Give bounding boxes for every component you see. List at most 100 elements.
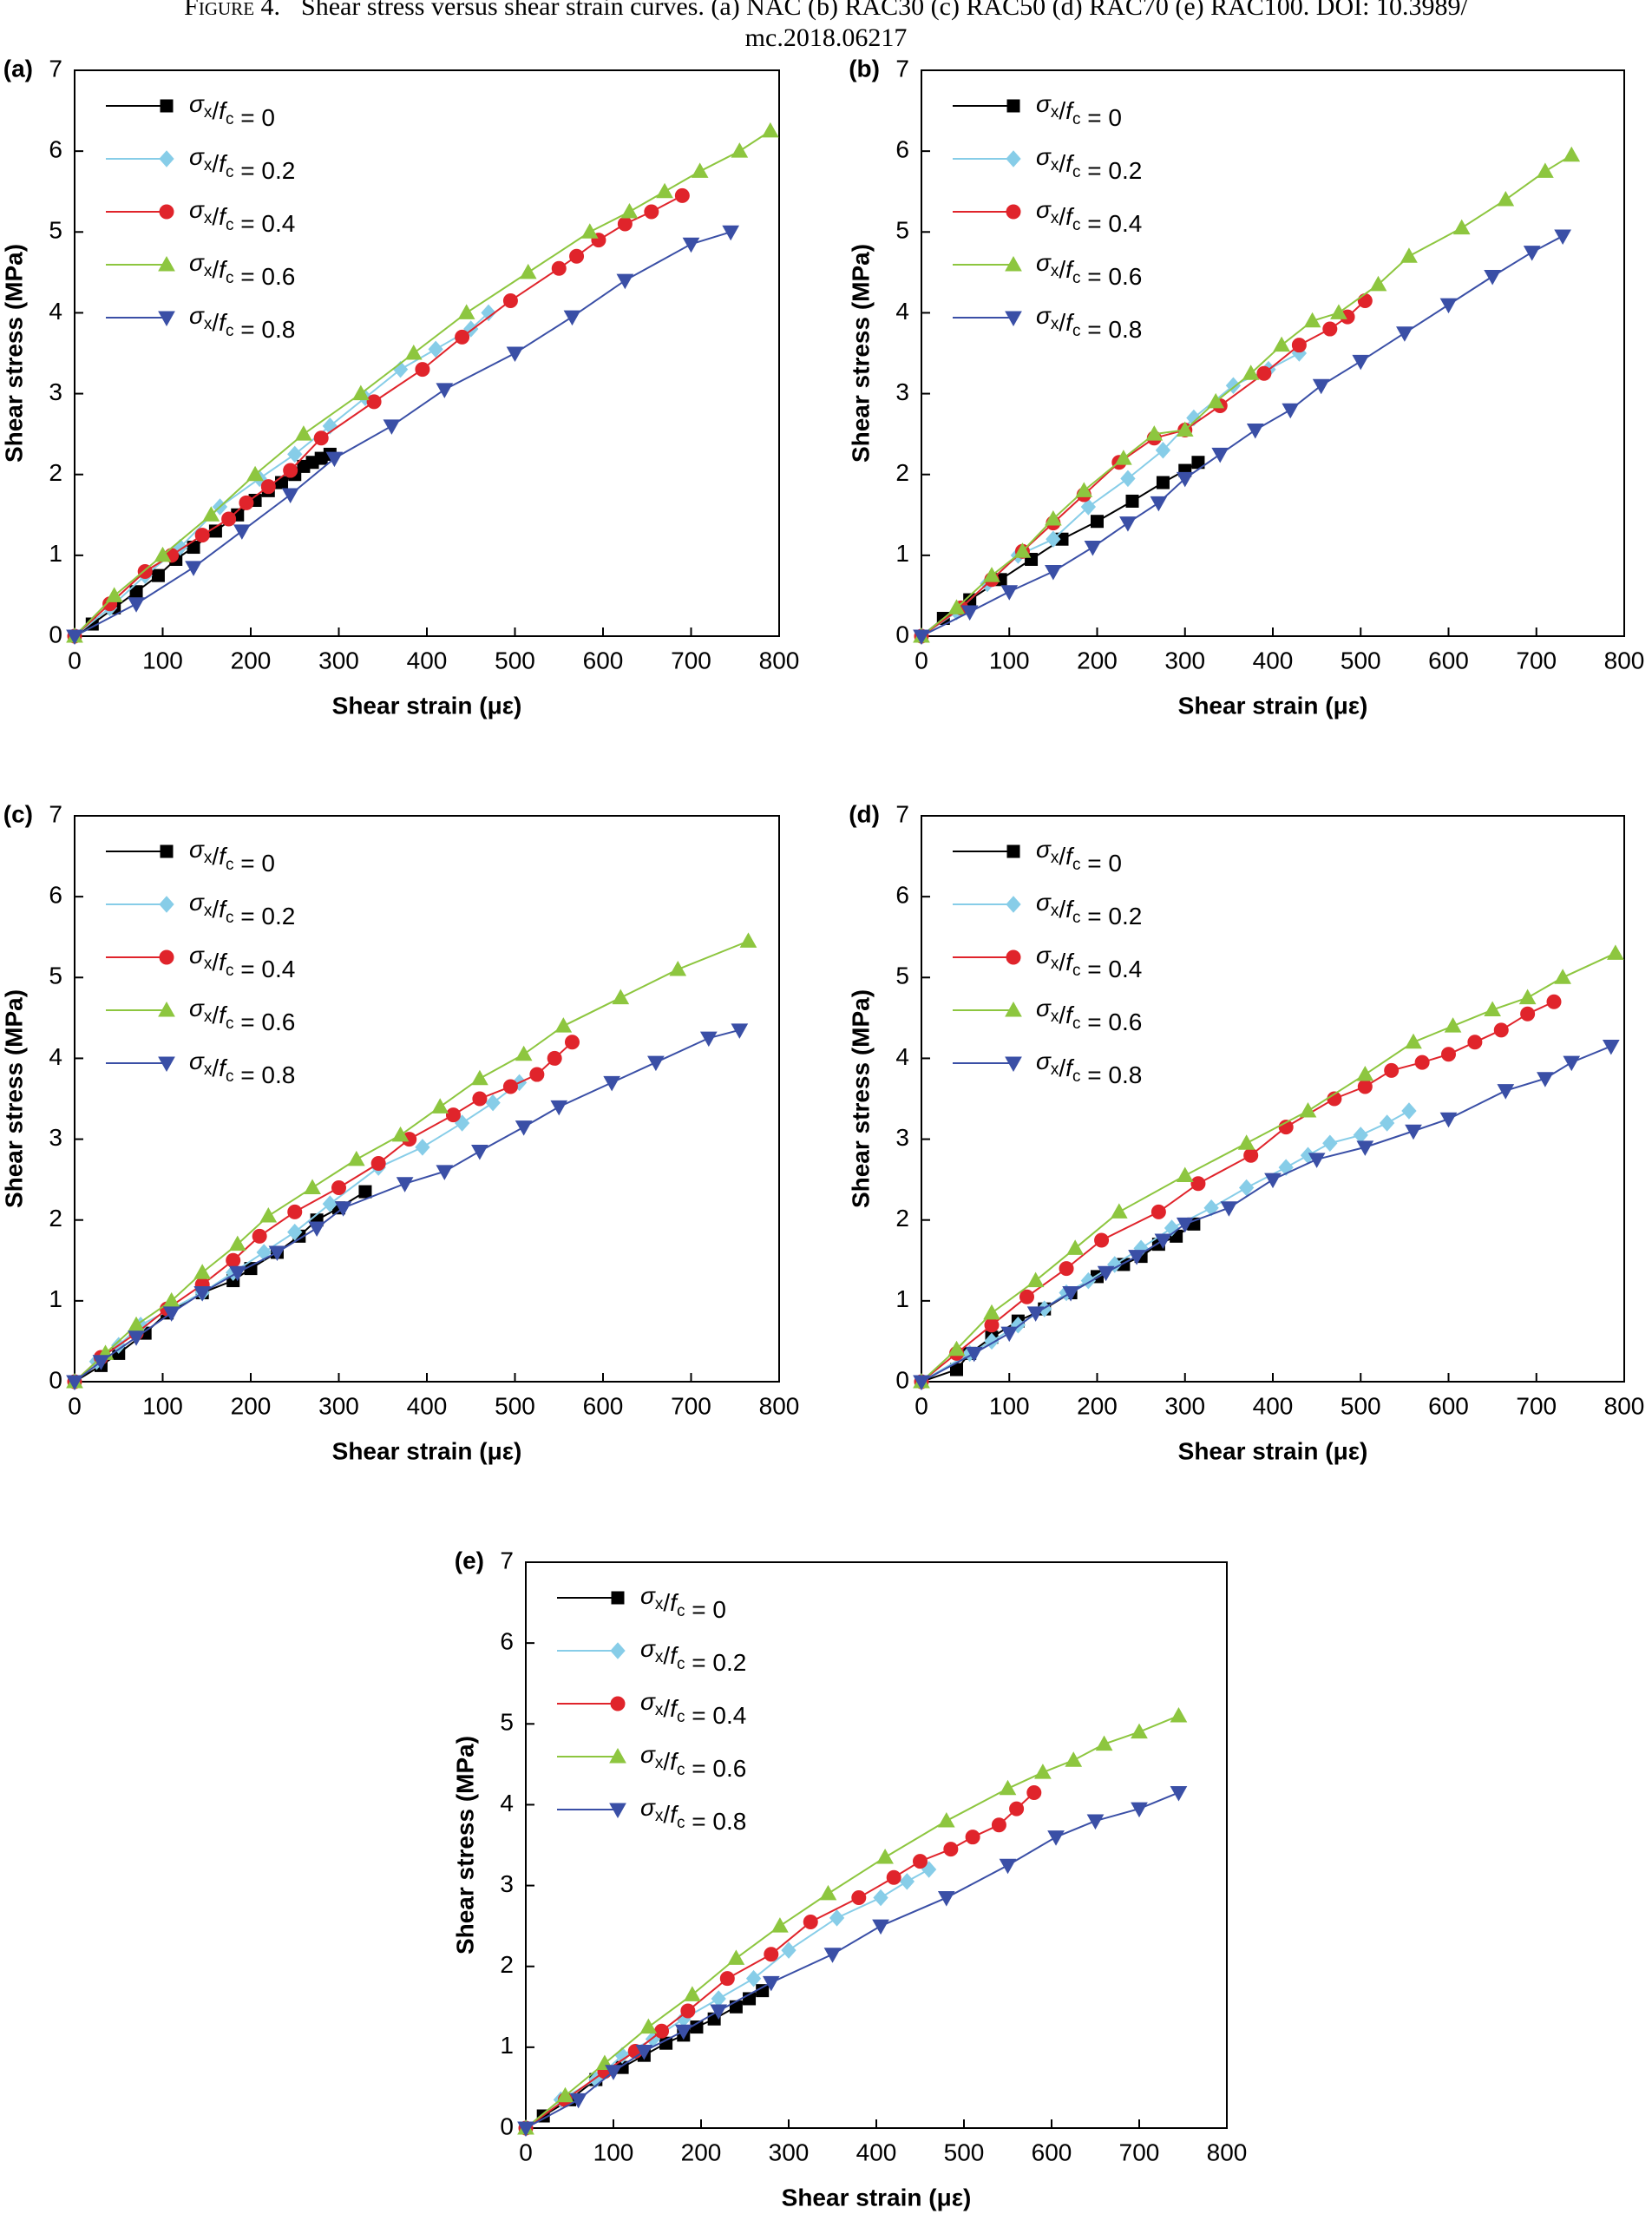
marker (965, 1346, 983, 1363)
marker (1518, 989, 1537, 1005)
marker (1523, 246, 1541, 261)
marker (620, 202, 639, 219)
marker (1237, 1134, 1255, 1150)
y-tick-label: 2 (895, 459, 909, 486)
marker (1246, 423, 1264, 439)
marker (1607, 944, 1624, 960)
y-tick-label: 0 (895, 1366, 909, 1393)
legend-label: σx/fc = 0.8 (1036, 302, 1142, 343)
legend-marker (1006, 150, 1021, 168)
legend-marker (1006, 844, 1020, 858)
marker (1170, 1785, 1188, 1802)
marker (287, 1204, 303, 1219)
series-line (921, 154, 1572, 637)
marker (1154, 1233, 1172, 1250)
legend-marker (611, 1591, 625, 1605)
legend-label: σx/fc = 0.6 (1036, 995, 1142, 1035)
marker (654, 2023, 670, 2039)
marker (66, 629, 83, 646)
x-tick-label: 500 (1341, 647, 1381, 673)
marker (1242, 365, 1260, 380)
marker (481, 304, 496, 322)
y-tick-label: 1 (895, 1285, 909, 1312)
series-line (921, 1045, 1612, 1383)
y-tick-label: 3 (49, 1124, 62, 1151)
marker (331, 1179, 346, 1195)
y-tick-label: 3 (895, 378, 909, 405)
y-tick-label: 0 (895, 621, 909, 647)
marker (674, 2024, 692, 2040)
marker (1097, 1265, 1115, 1282)
marker (913, 629, 930, 646)
marker (731, 1023, 749, 1039)
marker (239, 495, 254, 510)
legend-marker (160, 99, 174, 113)
marker (256, 1244, 272, 1261)
marker (1563, 1055, 1581, 1072)
legend-label: σx/fc = 0.2 (640, 1635, 746, 1676)
marker (771, 1917, 789, 1933)
marker (287, 1223, 303, 1241)
marker (551, 260, 567, 276)
legend-label: σx/fc = 0.8 (1036, 1048, 1142, 1088)
marker (1128, 1250, 1145, 1265)
marker (1026, 1784, 1042, 1800)
x-tick-label: 300 (769, 2138, 810, 2165)
y-tick-label: 6 (895, 882, 909, 909)
marker (684, 1986, 701, 2001)
marker (193, 1286, 212, 1302)
y-axis-label: Shear stress (MPa) (847, 244, 874, 463)
marker (1203, 1199, 1219, 1217)
marker (506, 346, 524, 363)
marker (1441, 1047, 1456, 1062)
marker (1034, 1764, 1052, 1779)
y-tick-label: 2 (500, 1951, 514, 1978)
marker (762, 1975, 780, 1992)
y-tick-label: 7 (49, 800, 62, 827)
panel-label: (d) (849, 800, 880, 827)
legend-marker (158, 1001, 175, 1017)
legend-marker (1006, 949, 1021, 965)
marker (268, 1245, 286, 1261)
y-tick-label: 6 (500, 1628, 514, 1655)
legend-marker (1005, 1001, 1022, 1017)
y-tick-label: 7 (895, 800, 909, 827)
marker (943, 1842, 959, 1857)
marker (259, 1207, 278, 1223)
marker (947, 599, 966, 614)
legend-marker (609, 1747, 626, 1764)
marker (991, 1817, 1006, 1833)
marker (1075, 482, 1093, 497)
marker (226, 1252, 241, 1268)
legend-marker (1005, 255, 1022, 272)
y-tick-label: 5 (895, 217, 909, 244)
marker (1045, 564, 1062, 581)
legend-marker (610, 1642, 626, 1659)
marker (1047, 1830, 1065, 1846)
y-tick-label: 1 (49, 1285, 62, 1312)
marker (515, 1045, 533, 1061)
marker (1045, 509, 1062, 526)
series-line (74, 231, 731, 637)
marker (727, 1949, 745, 1965)
marker (1086, 1814, 1105, 1830)
marker (194, 528, 210, 543)
marker (1282, 403, 1300, 419)
marker (823, 1948, 842, 1963)
marker (913, 1375, 930, 1391)
y-tick-label: 3 (895, 1124, 909, 1151)
marker (739, 932, 757, 948)
marker (639, 2018, 658, 2034)
y-tick-label: 3 (49, 378, 62, 405)
x-tick-label: 400 (407, 1392, 448, 1419)
marker (281, 488, 299, 504)
legend-label: σx/fc = 0.2 (189, 143, 295, 184)
x-tick-label: 300 (318, 647, 359, 673)
marker (391, 1126, 410, 1142)
marker (899, 1873, 915, 1890)
marker (644, 204, 659, 220)
marker (334, 1201, 352, 1217)
marker (455, 329, 470, 345)
marker (1094, 1232, 1110, 1248)
marker (295, 425, 312, 441)
